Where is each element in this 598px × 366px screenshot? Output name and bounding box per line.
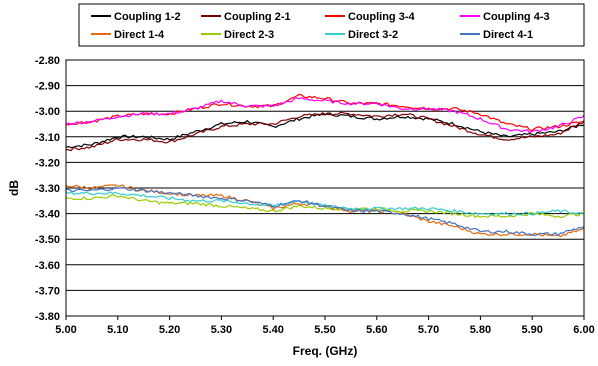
y-tick-label: -3.10: [35, 132, 60, 144]
x-axis-title: Freq. (GHz): [293, 344, 358, 358]
x-tick-label: 5.20: [159, 324, 180, 336]
y-tick-label: -2.90: [35, 81, 60, 93]
x-tick-label: 5.80: [470, 324, 491, 336]
series-layer: [65, 93, 585, 238]
legend-entry: Coupling 1-2: [114, 11, 181, 23]
series-line-direct-1-4: [65, 184, 585, 238]
y-tick-labels: -2.80 -2.90 -3.00 -3.10 -3.20 -3.30 -3.40 -3.50…: [35, 55, 60, 323]
series-line-coupling-2-1: [65, 111, 585, 152]
legend-entry: Direct 4-1: [483, 29, 533, 41]
legend-entry: Coupling 2-1: [224, 11, 291, 23]
y-tick-label: -3.80: [35, 311, 60, 323]
y-tick-label: -3.20: [35, 157, 60, 169]
series-line-coupling-4-3: [65, 97, 585, 134]
y-tick-label: -2.80: [35, 55, 60, 67]
x-tick-label: 5.60: [366, 324, 387, 336]
x-tick-label: 5.30: [211, 324, 232, 336]
x-tick-label: 6.00: [573, 324, 594, 336]
legend-entry: Direct 3-2: [348, 29, 398, 41]
x-tick-labels: 5.00 5.10 5.20 5.30 5.40 5.50 5.60 5.70 5.80 5.90…: [55, 316, 595, 336]
x-tick-label: 5.70: [418, 324, 439, 336]
legend-entry: Direct 2-3: [224, 29, 274, 41]
x-tick-label: 5.50: [314, 324, 335, 336]
legend-entry: Coupling 3-4: [348, 11, 415, 23]
y-tick-label: -3.30: [35, 183, 60, 195]
series-line-direct-2-3: [65, 194, 585, 219]
legend: Coupling 1-2 Coupling 2-1 Coupling 3-4 Coup…: [78, 3, 585, 47]
x-tick-label: 5.40: [262, 324, 283, 336]
legend-box: [78, 3, 585, 47]
x-tick-label: 5.00: [55, 324, 76, 336]
y-tick-label: -3.50: [35, 234, 60, 246]
x-tick-label: 5.10: [107, 324, 128, 336]
y-tick-label: -3.40: [35, 209, 60, 221]
series-line-direct-4-1: [66, 186, 585, 237]
legend-entry: Coupling 4-3: [483, 11, 550, 23]
series-line-coupling-1-2: [65, 112, 585, 149]
x-tick-label: 5.90: [521, 324, 542, 336]
legend-entry: Direct 1-4: [114, 29, 165, 41]
y-axis-title: dB: [7, 180, 21, 196]
series-line-direct-3-2: [65, 191, 585, 216]
y-tick-label: -3.70: [35, 285, 60, 297]
y-tick-label: -3.00: [35, 106, 60, 118]
y-tick-label: -3.60: [35, 260, 60, 272]
